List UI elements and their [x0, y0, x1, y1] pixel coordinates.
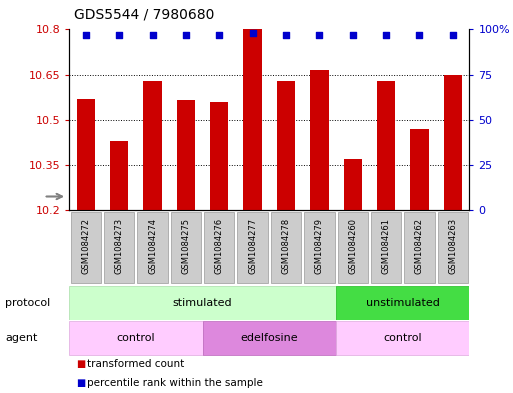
Text: protocol: protocol [5, 298, 50, 308]
Text: control: control [116, 333, 155, 343]
Text: GSM1084277: GSM1084277 [248, 218, 257, 274]
Bar [204, 212, 234, 283]
Text: GSM1084274: GSM1084274 [148, 218, 157, 274]
Text: stimulated: stimulated [173, 298, 232, 308]
Bar [69, 286, 336, 320]
Bar [336, 286, 469, 320]
Text: GSM1084263: GSM1084263 [448, 218, 457, 274]
Text: GSM1084275: GSM1084275 [182, 218, 190, 274]
Bar [438, 212, 468, 283]
Text: edelfosine: edelfosine [241, 333, 298, 343]
Point [115, 32, 124, 38]
Text: GSM1084272: GSM1084272 [82, 218, 90, 274]
Bar [404, 212, 435, 283]
Bar [336, 321, 469, 355]
Text: GSM1084276: GSM1084276 [215, 218, 224, 274]
Text: unstimulated: unstimulated [366, 298, 440, 308]
Bar [310, 70, 328, 210]
Point [315, 32, 323, 38]
Text: percentile rank within the sample: percentile rank within the sample [87, 378, 263, 388]
Bar [271, 212, 301, 283]
Bar [104, 212, 134, 283]
Text: agent: agent [5, 333, 37, 343]
Text: GDS5544 / 7980680: GDS5544 / 7980680 [74, 7, 215, 22]
Bar [304, 212, 334, 283]
Text: GSM1084261: GSM1084261 [382, 218, 390, 274]
Point [448, 32, 457, 38]
Bar [137, 212, 168, 283]
Text: ■: ■ [76, 378, 85, 388]
Text: GSM1084262: GSM1084262 [415, 218, 424, 274]
Bar [77, 99, 95, 210]
Point [149, 32, 157, 38]
Text: transformed count: transformed count [87, 358, 185, 369]
Point [82, 32, 90, 38]
Bar [371, 212, 401, 283]
Text: control: control [383, 333, 422, 343]
Bar [210, 102, 228, 210]
Text: ■: ■ [76, 358, 85, 369]
Point [182, 32, 190, 38]
Text: GSM1084279: GSM1084279 [315, 218, 324, 274]
Bar [238, 212, 268, 283]
Point [215, 32, 224, 38]
Bar [244, 29, 262, 210]
Bar [177, 100, 195, 210]
Point [282, 32, 290, 38]
Point [248, 30, 256, 36]
Bar [344, 159, 362, 210]
Bar [171, 212, 201, 283]
Text: GSM1084273: GSM1084273 [115, 218, 124, 274]
Point [349, 32, 357, 38]
Bar [144, 81, 162, 210]
Point [382, 32, 390, 38]
Bar [110, 141, 128, 210]
Bar [277, 81, 295, 210]
Text: GSM1084260: GSM1084260 [348, 218, 357, 274]
Point [416, 32, 424, 38]
Bar [71, 212, 101, 283]
Text: GSM1084278: GSM1084278 [282, 218, 290, 274]
Bar [338, 212, 368, 283]
Bar [410, 129, 428, 210]
Bar [203, 321, 336, 355]
Bar [377, 81, 395, 210]
Bar [444, 75, 462, 210]
Bar [69, 321, 203, 355]
